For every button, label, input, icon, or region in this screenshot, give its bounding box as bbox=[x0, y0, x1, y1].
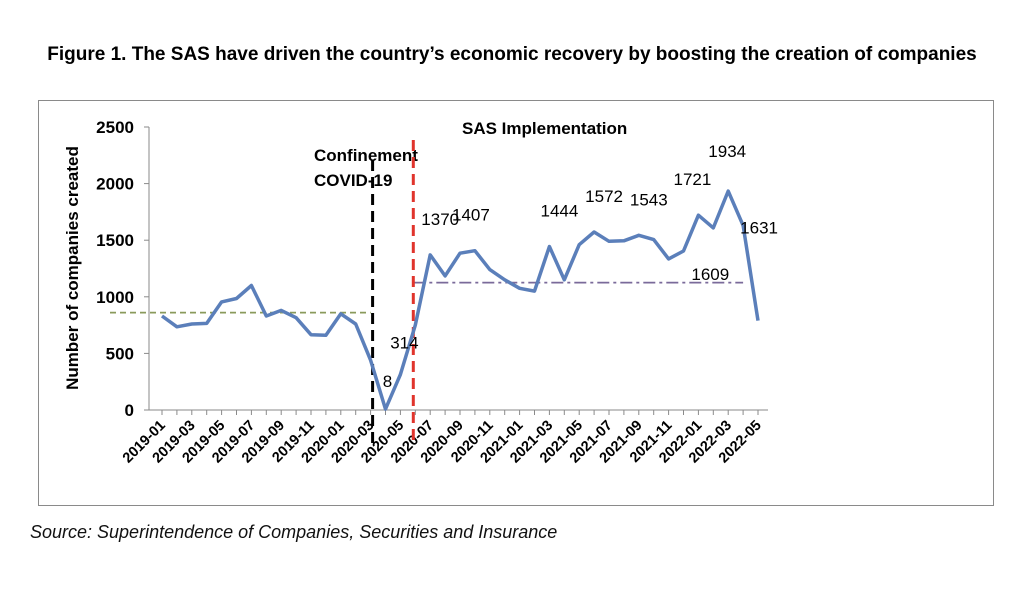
data-label: 1631 bbox=[740, 218, 778, 237]
data-label: 1370 bbox=[421, 210, 459, 229]
data-label: 1572 bbox=[585, 187, 623, 206]
event-markers: Confinement COVID-19 SAS Implementation bbox=[314, 119, 627, 444]
chart-frame bbox=[38, 100, 994, 506]
data-label: 1444 bbox=[540, 202, 578, 221]
reference-lines bbox=[110, 281, 744, 314]
confinement-annotation: Confinement bbox=[314, 146, 418, 165]
y-tick-label: 500 bbox=[106, 344, 134, 363]
data-label: 314 bbox=[390, 333, 418, 352]
data-label: 1609 bbox=[691, 265, 729, 284]
data-label: 1543 bbox=[630, 190, 668, 209]
y-tick-label: 1000 bbox=[96, 288, 134, 307]
data-label: 1407 bbox=[452, 206, 490, 225]
data-label: 1934 bbox=[708, 142, 746, 161]
y-tick-label: 2500 bbox=[96, 118, 134, 137]
sas-annotation: SAS Implementation bbox=[462, 119, 627, 138]
confinement-annotation: COVID-19 bbox=[314, 171, 392, 190]
y-tick-label: 0 bbox=[125, 401, 134, 420]
y-axis-title: Number of companies created bbox=[63, 146, 82, 390]
data-label: 8 bbox=[383, 372, 392, 391]
y-tick-label: 1500 bbox=[96, 231, 134, 250]
chart-axes: 050010001500200025002019-012019-032019-0… bbox=[63, 118, 768, 466]
figure-title: Figure 1. The SAS have driven the countr… bbox=[47, 44, 977, 65]
y-tick-label: 2000 bbox=[96, 175, 134, 194]
data-label: 1721 bbox=[673, 170, 711, 189]
series-group bbox=[160, 189, 760, 411]
source-note: Source: Superintendence of Companies, Se… bbox=[30, 522, 558, 542]
